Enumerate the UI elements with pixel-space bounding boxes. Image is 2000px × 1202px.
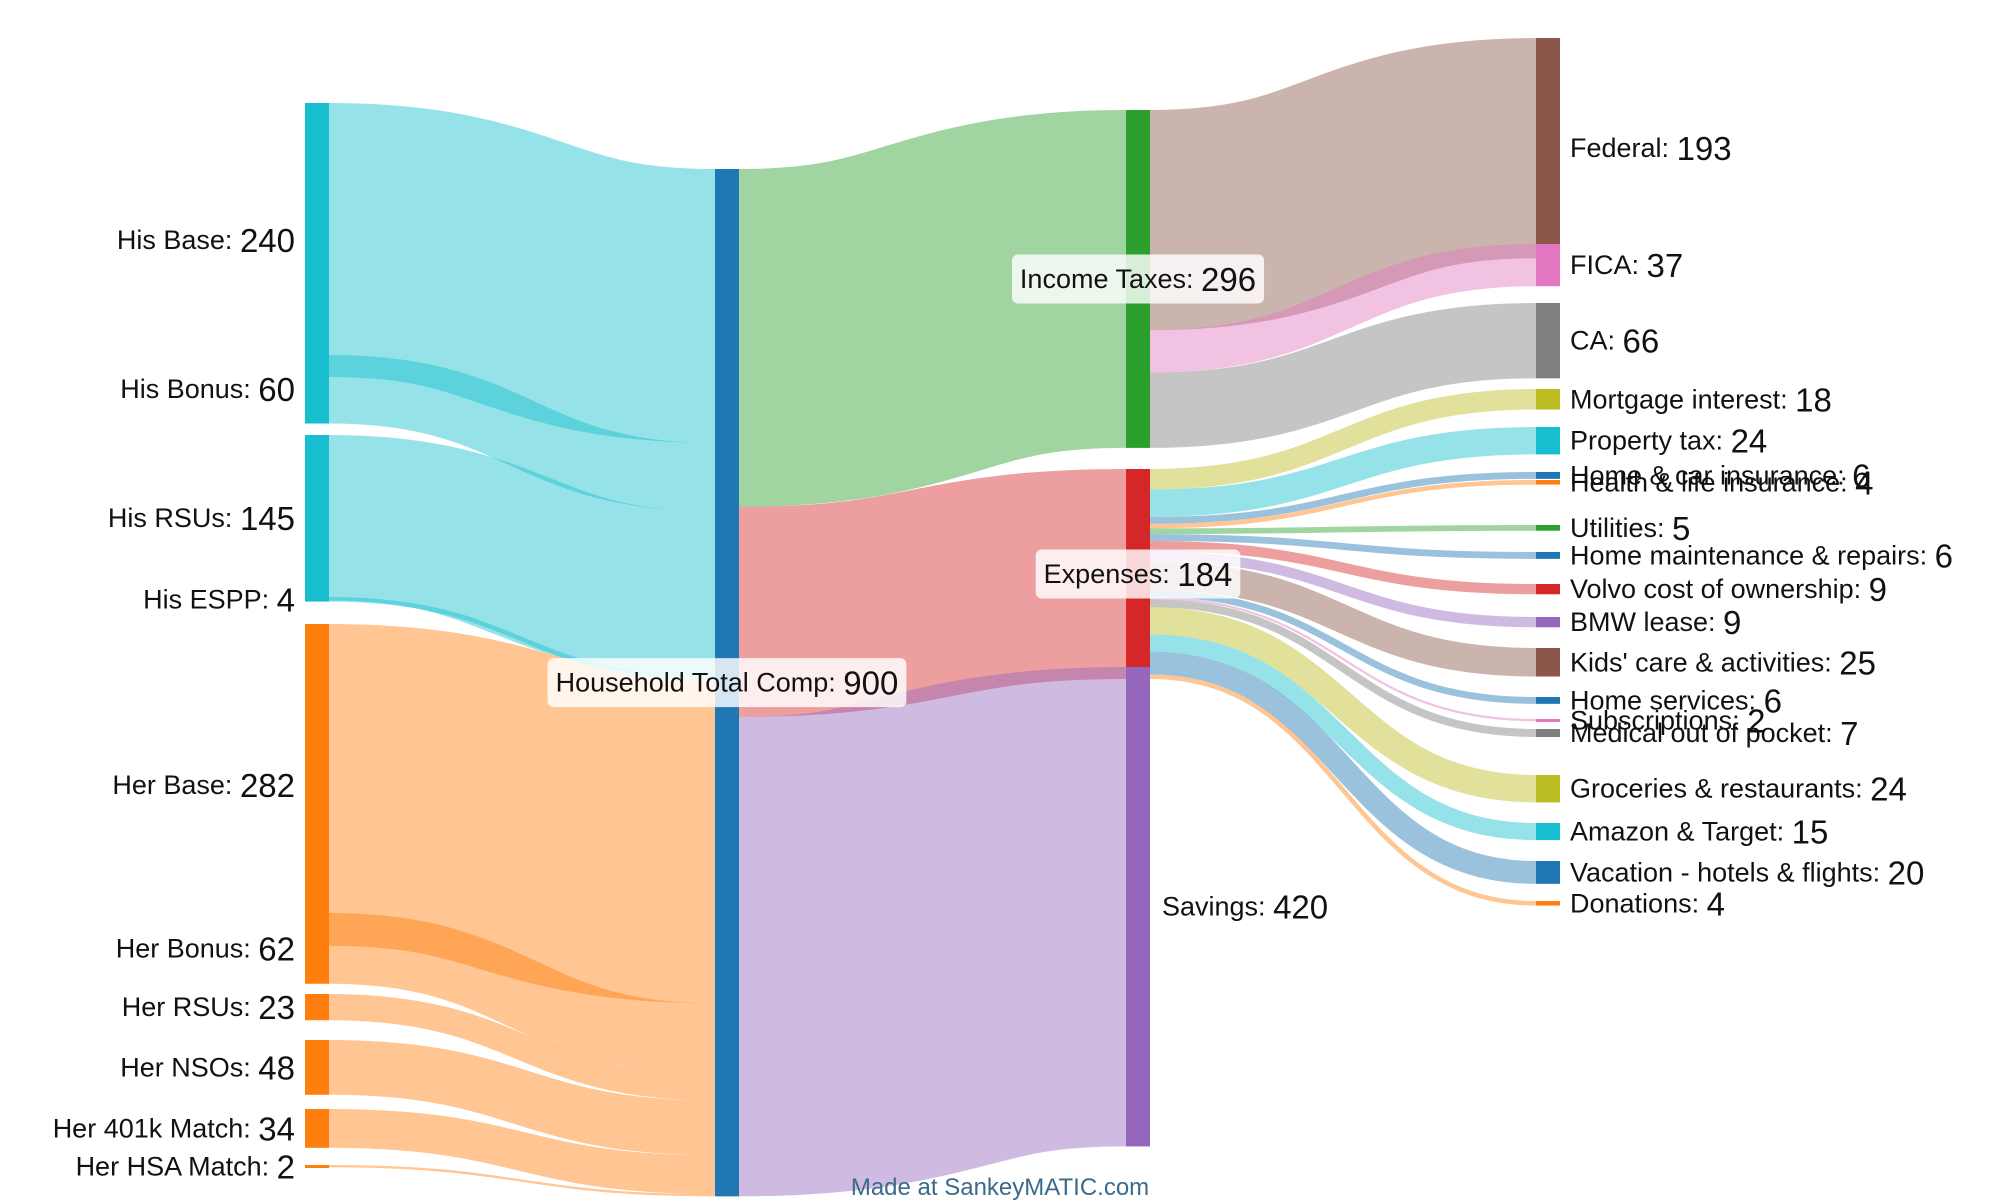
label-vacation: Vacation - hotels & flights: 20 (1570, 854, 1924, 891)
label-his_bonus: His Bonus: 60 (120, 371, 295, 408)
node-ca (1536, 303, 1560, 379)
node-his_base (305, 103, 329, 377)
node-vacation (1536, 861, 1560, 884)
node-bmw (1536, 617, 1560, 628)
node-federal (1536, 38, 1560, 259)
node-her_nsos (305, 1040, 329, 1095)
node-his_espp (305, 597, 329, 602)
label-her_hsa: Her HSA Match: 2 (76, 1148, 295, 1185)
flow-expenses-to-subs (1149, 596, 1537, 722)
label-homemaint: Home maintenance & repairs: 6 (1570, 537, 1953, 574)
sankeymatic-credit[interactable]: Made at SankeyMATIC.com (850, 1174, 1150, 1201)
node-groceries (1536, 775, 1560, 803)
flow-her_nsos-to-household (328, 1040, 716, 1156)
flow-her_bonus-to-household (328, 912, 716, 1075)
flow-her_hsa-to-household (328, 1164, 716, 1197)
flow-expenses-to-homemaint (1149, 534, 1537, 559)
label-donations: Donations: 4 (1570, 885, 1725, 922)
label-household: Household Total Comp: 900 (556, 664, 899, 701)
node-mortgage (1536, 389, 1560, 410)
flow-her_401k-to-household (328, 1109, 716, 1195)
flow-expenses-to-health (1149, 480, 1537, 529)
label-subs: Subscriptions: 2 (1570, 702, 1765, 739)
node-health (1536, 480, 1560, 485)
label-kids: Kids' care & activities: 25 (1570, 644, 1876, 681)
node-his_bonus (305, 355, 329, 424)
label-her_401k: Her 401k Match: 34 (53, 1110, 295, 1147)
flow-expenses-to-mortgage (1149, 388, 1537, 490)
node-volvo (1536, 584, 1560, 595)
flow-expenses-to-homesvc (1149, 589, 1537, 704)
node-proptax (1536, 427, 1560, 455)
flow-expenses-to-homecar (1149, 471, 1537, 524)
node-homemaint (1536, 552, 1560, 559)
label-bg-taxes (1011, 254, 1265, 304)
label-bg-household (547, 658, 907, 708)
labels-layer: His Base: 240 His Bonus: 60 His RSUs: 145 H… (53, 130, 1953, 1185)
label-fica: FICA: 37 (1570, 247, 1683, 284)
label-savings: Savings: 420 (1162, 888, 1328, 925)
node-her_bonus (305, 913, 329, 984)
flow-her_rsus-to-household (328, 994, 716, 1101)
flow-taxes-to-fica (1149, 244, 1537, 373)
flow-expenses-to-vacation (1149, 651, 1537, 884)
flows-layer (327, 38, 1538, 1197)
label-health: Health & life insurance: 4 (1570, 464, 1874, 501)
flow-his_rsus-to-household (328, 435, 716, 677)
label-her_rsus: Her RSUs: 23 (122, 989, 295, 1026)
label-her_base: Her Base: 282 (112, 766, 295, 803)
flow-his_bonus-to-household (328, 355, 716, 512)
label-bg-expenses (1035, 549, 1241, 599)
flow-expenses-to-groceries (1149, 607, 1537, 803)
node-fica (1536, 244, 1560, 287)
node-her_hsa (305, 1165, 329, 1168)
label-taxes: Income Taxes: 296 (1020, 260, 1256, 297)
label-ca: CA: 66 (1570, 322, 1659, 359)
label-her_nsos: Her NSOs: 48 (120, 1049, 295, 1086)
label-mortgage: Mortgage interest: 18 (1570, 381, 1832, 418)
label-homesvc: Home services: 6 (1570, 682, 1782, 719)
label-his_espp: His ESPP: 4 (143, 581, 295, 618)
node-her_401k (305, 1109, 329, 1148)
node-homecar (1536, 472, 1560, 479)
node-utilities (1536, 525, 1560, 531)
label-homecar: Home & car insurance: 6 (1570, 457, 1870, 494)
label-proptax: Property tax: 24 (1570, 422, 1767, 459)
label-bmw: BMW lease: 9 (1570, 604, 1741, 641)
label-groceries: Groceries & restaurants: 24 (1570, 770, 1907, 807)
node-savings (1126, 667, 1150, 1147)
node-amazon (1536, 823, 1560, 841)
label-utilities: Utilities: 5 (1570, 509, 1690, 546)
label-his_base: His Base: 240 (117, 221, 295, 258)
flow-expenses-to-proptax (1149, 427, 1537, 517)
flow-taxes-to-federal (1148, 38, 1538, 331)
flow-expenses-to-utilities (1149, 525, 1537, 535)
flow-his_base-to-household (327, 103, 717, 443)
node-her_rsus (305, 994, 329, 1021)
flow-expenses-to-volvo (1149, 540, 1537, 595)
flow-household-to-savings (736, 667, 1129, 1197)
label-volvo: Volvo cost of ownership: 9 (1570, 571, 1887, 608)
label-expenses: Expenses: 184 (1044, 556, 1233, 593)
flow-expenses-to-medical (1149, 599, 1537, 737)
label-her_bonus: Her Bonus: 62 (116, 930, 295, 967)
node-donations (1536, 901, 1560, 906)
label-federal: Federal: 193 (1570, 130, 1732, 167)
node-his_rsus (305, 435, 329, 601)
flow-expenses-to-amazon (1149, 634, 1537, 841)
node-her_base (305, 624, 329, 946)
label-amazon: Amazon & Target: 15 (1570, 813, 1828, 850)
node-subs (1536, 719, 1560, 722)
node-homesvc (1536, 697, 1560, 704)
node-kids (1536, 648, 1560, 677)
flow-taxes-to-ca (1149, 302, 1537, 448)
node-medical (1536, 729, 1560, 737)
flow-expenses-to-donations (1149, 674, 1537, 906)
label-medical: Medical out of pocket: 7 (1570, 714, 1859, 751)
flow-her_base-to-household (327, 623, 717, 1004)
label-his_rsus: His RSUs: 145 (108, 499, 295, 536)
